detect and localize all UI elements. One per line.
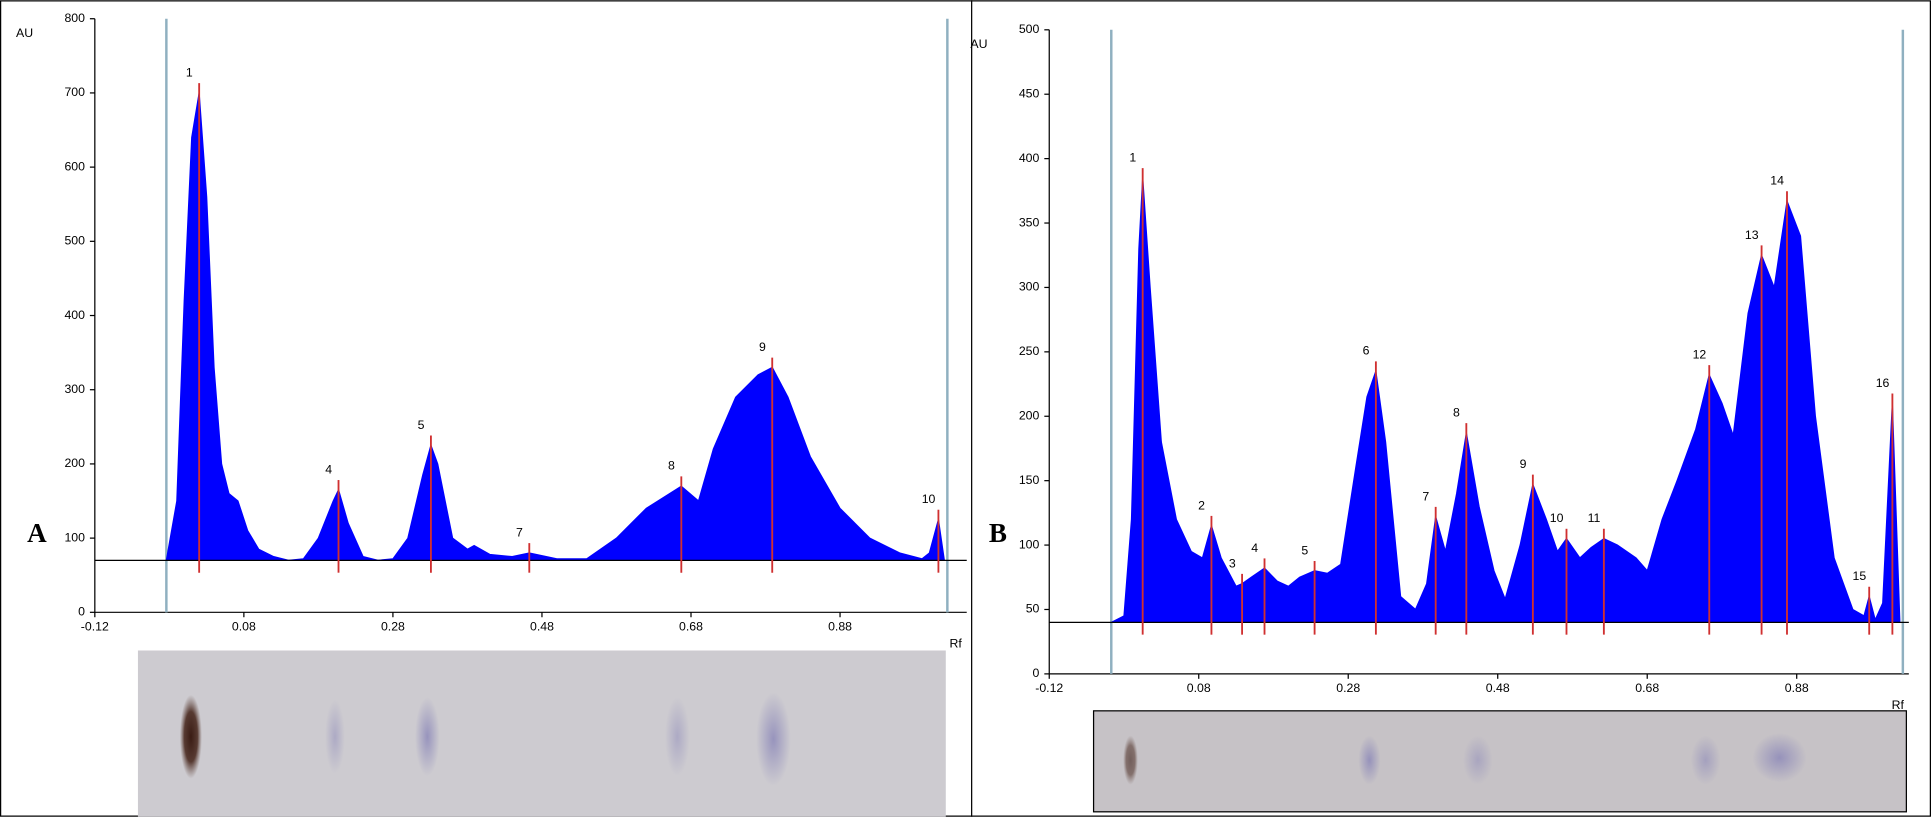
y-tick-label: 100 (64, 530, 85, 544)
peak-label: 3 (1229, 556, 1236, 570)
x-tick-label: 0.68 (1635, 681, 1659, 695)
y-tick-label: 300 (64, 382, 85, 396)
x-tick-label: 0.28 (1336, 681, 1360, 695)
peak-label: 10 (1550, 511, 1564, 525)
x-tick-label: -0.12 (1035, 681, 1063, 695)
peak-label: 9 (759, 340, 766, 354)
y-tick-label: 500 (1019, 22, 1040, 36)
peak-label: 1 (1129, 150, 1136, 164)
x-axis-label: Rf (949, 637, 962, 651)
y-tick-label: 600 (64, 159, 85, 173)
y-tick-label: 450 (1019, 86, 1040, 100)
peak-label: 11 (1588, 511, 1601, 525)
area (1110, 177, 1901, 624)
y-tick-label: 700 (64, 85, 85, 99)
y-tick-label: 400 (64, 308, 85, 322)
y-tick-label: 300 (1019, 280, 1040, 294)
peak-label: 16 (1876, 376, 1890, 390)
peak-label: 10 (922, 492, 936, 506)
x-tick-label: 0.68 (679, 619, 703, 633)
peak-label: 8 (668, 459, 675, 473)
area (165, 92, 945, 561)
y-tick-label: 500 (64, 234, 85, 248)
chart: 0 50 100 150 200 250 300 350 400 450 500 -0.12 0.08 0… (970, 22, 1909, 712)
peak-label: 14 (1770, 174, 1784, 188)
y-axis-label: AU (16, 26, 33, 40)
chart: 0 100 200 300 400 500 600 700 800 -0.12 0.08 0.28 0.… (16, 11, 967, 651)
peak-label: 4 (1251, 541, 1258, 555)
x-tick-label: 0.08 (232, 619, 256, 633)
peak-label: 2 (1198, 498, 1205, 512)
y-axis-label: AU (970, 37, 987, 51)
y-tick-label: 800 (64, 11, 85, 25)
x-tick-label: -0.12 (81, 619, 109, 633)
x-axis-label: Rf (1892, 698, 1905, 712)
y-tick-label: 250 (1019, 344, 1040, 358)
y-tick-label: 350 (1019, 215, 1040, 229)
peak-label: 8 (1453, 406, 1460, 420)
y-tick-label: 0 (1033, 666, 1040, 680)
tlc-plate-a (137, 650, 946, 817)
peak-label: 4 (325, 462, 332, 476)
peak-label: 7 (1422, 489, 1429, 503)
peak-label: 1 (186, 65, 193, 79)
y-tick-label: 400 (1019, 151, 1040, 165)
x-tick-label: 0.88 (828, 619, 852, 633)
peak-label: 15 (1853, 569, 1867, 583)
peak-label: 5 (1301, 543, 1308, 557)
peak-label: 13 (1745, 228, 1759, 242)
x-tick-label: 0.08 (1187, 681, 1211, 695)
x-tick-label: 0.48 (530, 619, 554, 633)
x-tick-label: 0.48 (1486, 681, 1510, 695)
y-tick-label: 200 (1019, 409, 1040, 423)
peak-label: 7 (516, 526, 523, 540)
x-tick-label: 0.28 (381, 619, 405, 633)
peak-label: 6 (1363, 344, 1370, 358)
y-tick-label: 150 (1019, 473, 1040, 487)
panel-label: B (989, 518, 1007, 548)
tlc-plate-b (1092, 710, 1907, 813)
y-tick-label: 0 (78, 605, 85, 619)
x-tick-label: 0.88 (1785, 681, 1809, 695)
peak-label: 5 (418, 418, 425, 432)
y-tick-label: 200 (64, 456, 85, 470)
peak-label: 12 (1693, 348, 1707, 362)
y-tick-label: 50 (1026, 602, 1040, 616)
panel-label: A (27, 518, 47, 548)
y-tick-label: 100 (1019, 537, 1040, 551)
peak-label: 9 (1520, 457, 1527, 471)
